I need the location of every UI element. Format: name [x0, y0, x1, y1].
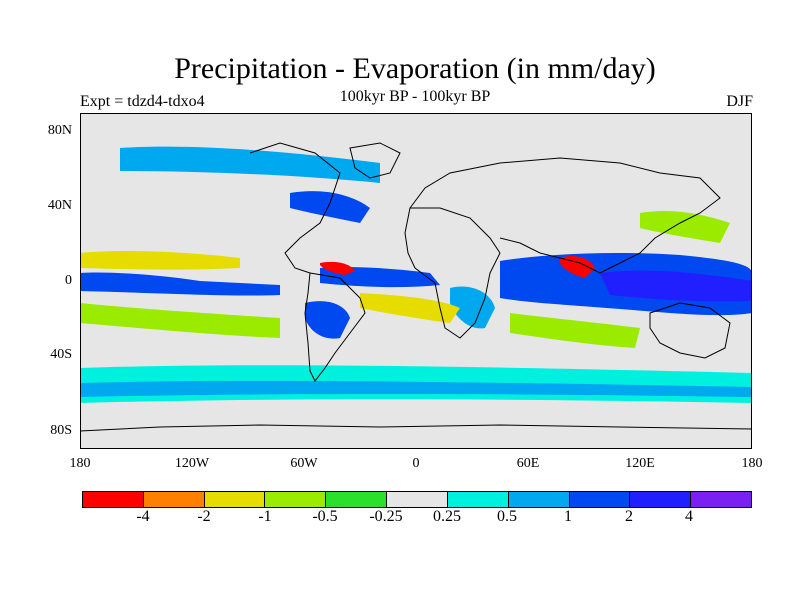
color-legend-bar: [82, 491, 752, 508]
lon-tick-label: 60E: [516, 456, 540, 471]
wet-region-pacific-core: [600, 270, 752, 302]
wet-region-south-america: [305, 301, 350, 339]
world-map: [80, 113, 752, 449]
legend-label: -0.25: [369, 508, 403, 525]
lat-tick-label: 0: [65, 273, 72, 288]
lon-tick-label: 60W: [290, 456, 318, 471]
legend-color-box: [447, 492, 509, 507]
legend-label: -4: [136, 508, 150, 525]
dry-region-north-pacific: [80, 250, 240, 270]
dry-region-atlantic-nw: [320, 261, 355, 275]
legend-label: 0.5: [497, 508, 517, 525]
lat-tick-label: 80N: [47, 123, 72, 138]
coast-greenland: [349, 142, 401, 179]
dry-region-south-atlantic: [360, 293, 460, 323]
legend-label: 0.25: [433, 508, 461, 525]
chart-title: Precipitation - Evaporation (in mm/day): [174, 52, 656, 85]
coast-antarctica: [80, 424, 752, 432]
legend-color-box: [387, 492, 448, 507]
legend-color-box: [143, 492, 205, 507]
season-label: DJF: [726, 93, 753, 110]
coast-australia: [649, 302, 731, 359]
legend-color-box: [691, 492, 751, 507]
lat-tick-label: 40N: [47, 198, 72, 213]
lon-tick-label: 180: [69, 456, 91, 471]
wet-region-east-pacific: [80, 272, 280, 296]
legend-color-box: [569, 492, 631, 507]
lat-tick-label: 40S: [50, 347, 72, 362]
dry-region-south-pacific: [80, 303, 280, 338]
lon-tick-label: 0: [412, 456, 420, 471]
pe-field: [80, 146, 752, 403]
legend-color-box: [326, 492, 388, 507]
map-frame: [80, 113, 752, 449]
legend-label: 4: [685, 508, 693, 525]
legend-label: -0.5: [312, 508, 338, 525]
legend-label: -1: [258, 508, 272, 525]
dry-region-indochina: [560, 256, 595, 278]
wet-region-north-pacific-storm: [120, 146, 380, 183]
legend-label: 1: [564, 508, 572, 525]
coast-south-america: [304, 272, 366, 382]
experiment-label: Expt = tdzd4-tdxo4: [80, 93, 205, 110]
lat-tick-label: 80S: [50, 423, 72, 438]
wet-region-southern-ocean-core: [80, 380, 752, 397]
legend-color-box: [508, 492, 570, 507]
coast-north-america: [249, 142, 341, 274]
chart-subtitle: 100kyr BP - 100kyr BP: [339, 88, 491, 105]
legend-color-box: [83, 492, 144, 507]
coast-eurasia: [409, 157, 721, 274]
coastlines: [80, 142, 752, 432]
legend-label: -2: [197, 508, 211, 525]
wet-region-africa: [450, 286, 495, 329]
coast-africa: [404, 207, 501, 339]
legend-color-box: [265, 492, 327, 507]
legend-color-box: [630, 492, 692, 507]
lon-tick-label: 180: [741, 456, 763, 471]
wet-region-north-atlantic-storm: [290, 191, 370, 223]
lon-tick-label: 120W: [174, 456, 210, 471]
legend-label: 2: [625, 508, 633, 525]
dry-region-east-china-sea: [640, 211, 730, 243]
legend-color-box: [204, 492, 266, 507]
dry-region-indian: [510, 313, 640, 348]
lon-tick-label: 120E: [625, 456, 655, 471]
